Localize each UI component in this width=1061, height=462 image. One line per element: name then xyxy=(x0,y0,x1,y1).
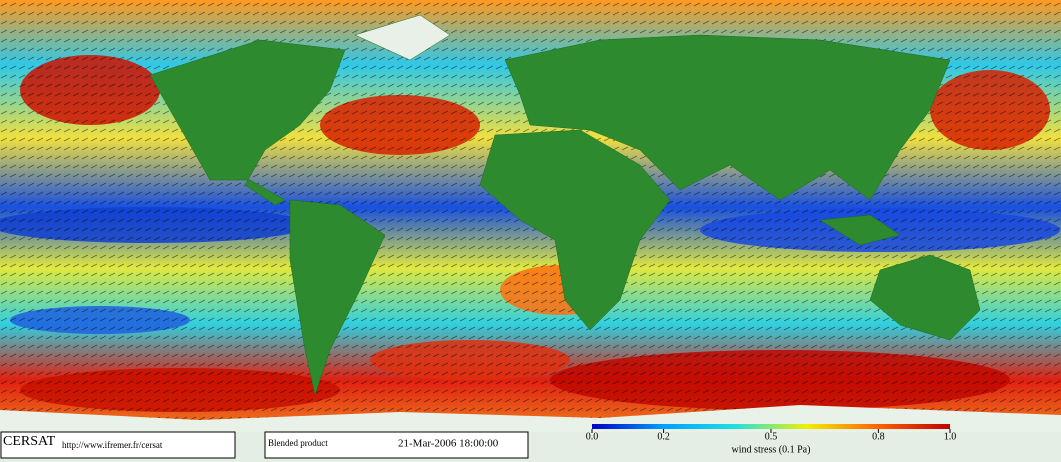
url: http://www.ifremer.fr/cersat xyxy=(62,440,163,450)
colorbar-ramp xyxy=(592,424,950,429)
eurasia xyxy=(504,34,951,201)
colorbar-tick-label: 0.0 xyxy=(586,431,599,442)
indonesia xyxy=(819,214,901,246)
colorbar-tick-label: 0.2 xyxy=(657,431,670,442)
south-america xyxy=(289,199,386,396)
colorbar-tick-label: 0.8 xyxy=(872,431,885,442)
logo: CERSAT xyxy=(3,434,56,449)
product-box xyxy=(264,431,529,459)
date: 21-Mar-2006 18:00:00 xyxy=(398,438,499,450)
map-area xyxy=(0,0,1061,432)
colorbar-title: wind stress (0.1 Pa) xyxy=(732,444,811,455)
land xyxy=(149,14,981,396)
colorbar: wind stress (0.1 Pa) 0.0 0.2 0.5 0.8 1.0 xyxy=(586,424,957,455)
africa xyxy=(479,129,671,331)
north-america xyxy=(149,39,346,206)
colorbar-tick-label: 0.5 xyxy=(765,431,778,442)
colorbar-tick-label: 1.0 xyxy=(944,431,957,442)
australia xyxy=(869,254,981,341)
logo-box xyxy=(0,431,236,459)
product: Blended product xyxy=(268,438,328,448)
greenland xyxy=(354,14,451,61)
